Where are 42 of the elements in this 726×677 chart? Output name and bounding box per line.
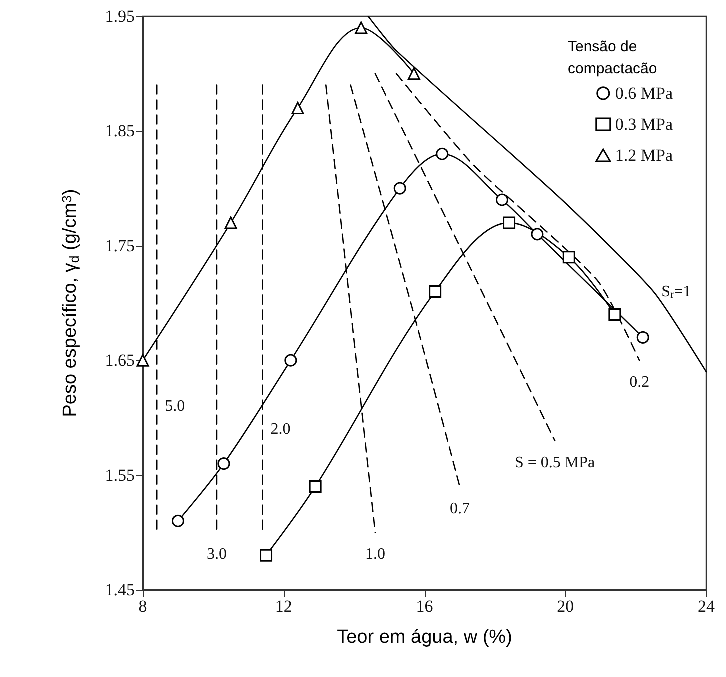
point (436, 148, 449, 160)
annotation: S = 0.5 MPa (514, 454, 596, 472)
point (608, 308, 622, 321)
legend-title: Tensão de compactacão (568, 38, 658, 78)
legend-label: 0.3 MPa (615, 115, 674, 134)
annotation: 1.0 (365, 546, 386, 564)
annotation: 2.0 (270, 420, 291, 438)
point (394, 182, 406, 195)
x-tick-label: 24 (698, 597, 716, 616)
x-tick-label: 12 (275, 597, 292, 616)
point (260, 549, 273, 562)
point (218, 458, 230, 470)
y-tick-label: 1.65 (105, 351, 135, 370)
point (496, 194, 508, 206)
y-tick-label: 1.95 (105, 7, 135, 26)
legend-label: 1.2 MPa (615, 146, 674, 165)
point (292, 102, 304, 115)
y-tick-label: 1.55 (105, 466, 135, 485)
x-tick-label: 20 (557, 597, 574, 616)
point (224, 216, 238, 230)
annotation: 0.2 (630, 374, 650, 392)
point (284, 354, 298, 367)
point (408, 68, 420, 80)
y-axis-title: Peso específico, γd (g/cm3) (59, 189, 82, 418)
point (429, 286, 442, 298)
annotation: 5.0 (165, 398, 186, 415)
y-tick-label: 1.85 (105, 122, 135, 141)
point (503, 216, 516, 230)
point (562, 251, 576, 264)
x-tick-label: 16 (416, 597, 434, 616)
point (172, 514, 184, 528)
x-axis-title: Teor em água, w (%) (337, 627, 512, 648)
legend-label: 0.6 MPa (615, 84, 674, 103)
point (355, 22, 368, 34)
point (531, 228, 544, 241)
point (309, 480, 322, 494)
annotation: 3.0 (206, 546, 227, 564)
y-tick-label: 1.45 (105, 580, 135, 600)
x-tick-label: 8 (138, 597, 148, 616)
y-tick-label: 1.75 (105, 236, 135, 256)
annotation: 0.7 (450, 500, 470, 518)
point (636, 331, 650, 344)
